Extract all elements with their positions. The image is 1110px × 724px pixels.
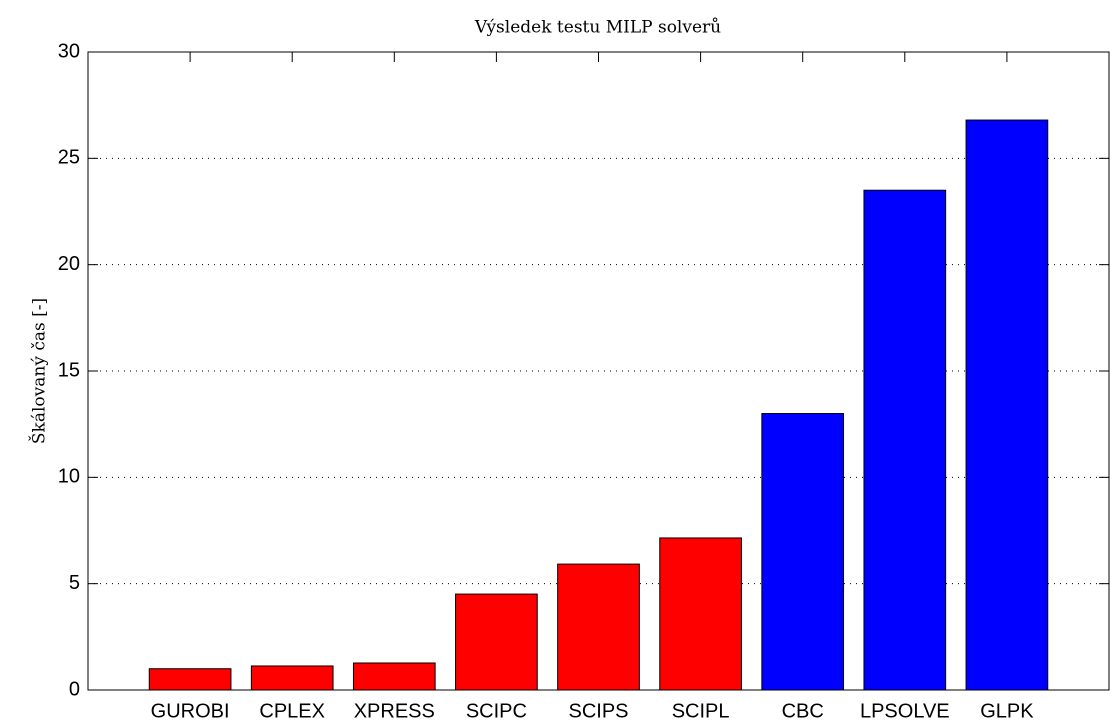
bar <box>761 413 845 691</box>
x-tick-label: LPSOLVE <box>860 700 950 722</box>
x-tick-label: SCIPL <box>672 700 730 722</box>
y-tick-label: 10 <box>58 466 80 488</box>
y-tick-label: 30 <box>58 40 80 62</box>
bar <box>557 563 640 691</box>
y-tick-label: 0 <box>69 678 80 700</box>
bar <box>352 662 436 691</box>
x-tick-label: SCIPS <box>568 700 628 722</box>
y-axis-label: Škálovaný čas [-] <box>29 298 50 444</box>
y-tick-label: 5 <box>69 572 80 594</box>
bar <box>965 119 1049 691</box>
bar <box>250 665 334 691</box>
bar <box>148 668 232 691</box>
y-tick-label: 15 <box>58 359 80 381</box>
x-tick-label: GUROBI <box>151 700 230 722</box>
bar <box>659 537 742 691</box>
x-tick-label: CBC <box>782 700 824 722</box>
x-tick-label: XPRESS <box>354 700 435 722</box>
plot-frame <box>87 51 1110 691</box>
x-tick-label: CPLEX <box>259 700 325 722</box>
bar <box>455 593 538 691</box>
bar <box>863 189 947 691</box>
y-tick-label: 25 <box>58 147 80 169</box>
x-tick-label: GLPK <box>980 700 1034 722</box>
y-tick-label: 20 <box>58 253 80 275</box>
chart-title: Výsledek testu MILP solverů <box>474 18 721 38</box>
x-tick-label: SCIPC <box>466 700 527 722</box>
